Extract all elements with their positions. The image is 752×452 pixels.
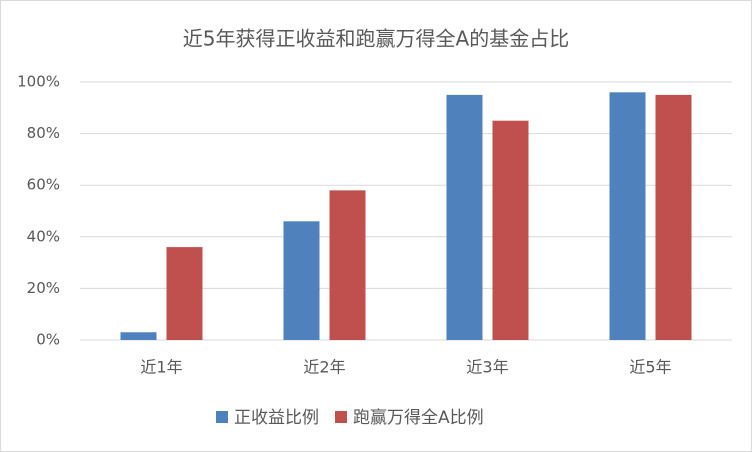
bar — [609, 92, 646, 340]
y-tick-label: 0% — [36, 331, 60, 349]
x-tick-label: 近5年 — [629, 358, 671, 377]
y-tick-label: 100% — [17, 73, 60, 91]
y-tick-label: 40% — [27, 227, 60, 245]
legend-label: 正收益比例 — [234, 408, 319, 428]
bar — [446, 94, 483, 341]
x-tick-label: 近1年 — [140, 358, 182, 377]
y-tick-label: 80% — [27, 124, 60, 142]
bar — [166, 247, 203, 340]
y-tick-label: 60% — [27, 176, 60, 194]
bar — [329, 190, 366, 340]
x-tick-label: 近3年 — [466, 358, 508, 377]
legend-swatch — [216, 411, 228, 423]
legend-label: 跑赢万得全A比例 — [353, 408, 484, 428]
legend-swatch — [335, 411, 347, 423]
bar — [492, 120, 529, 340]
bar — [283, 221, 320, 340]
bar — [655, 94, 692, 341]
x-tick-label: 近2年 — [303, 358, 345, 377]
y-tick-label: 20% — [27, 279, 60, 297]
bar — [120, 332, 157, 340]
chart-title: 近5年获得正收益和跑赢万得全A的基金占比 — [183, 27, 569, 51]
